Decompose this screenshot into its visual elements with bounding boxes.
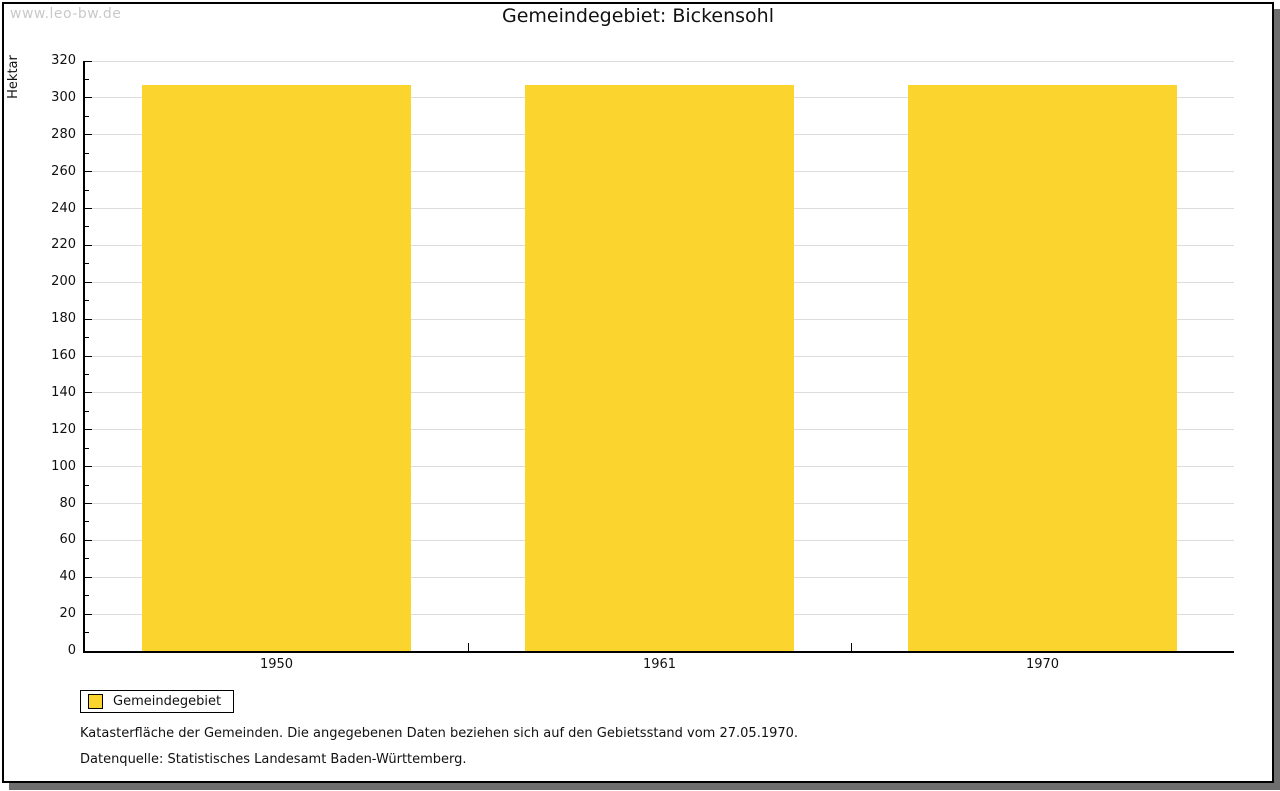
y-tick-label: 320: [51, 53, 76, 68]
y-axis-minor-tick: [85, 410, 89, 412]
x-axis-tick: [851, 643, 852, 651]
y-axis-minor-tick: [85, 595, 89, 597]
y-tick-label: 0: [67, 643, 76, 658]
y-tick-label: 300: [51, 89, 76, 105]
watermark: www.leo-bw.de: [10, 6, 122, 22]
y-axis-tick: [85, 355, 92, 357]
y-axis-minor-tick: [85, 337, 89, 339]
plot-area: 0 20 40 60 80 100 120 140 160 180 200 220 240 260 280 3…: [51, 53, 1234, 672]
y-axis-tick: [85, 281, 92, 283]
y-tick-label: 200: [51, 274, 76, 290]
y-tick-label: 20: [59, 606, 76, 622]
y-axis-tick: [85, 97, 92, 99]
y-axis-tick: [85, 503, 92, 504]
y-axis-tick: [85, 171, 92, 173]
legend: Gemeindegebiet: [80, 690, 235, 713]
y-axis-tick: [85, 650, 92, 652]
y-axis-tick: [85, 318, 92, 320]
y-axis-tick: [85, 466, 92, 468]
y-axis-tick: [85, 613, 92, 615]
x-tick-label: 1970: [1025, 657, 1060, 672]
y-axis-tick: [85, 134, 92, 136]
x-axis-tick: [468, 643, 469, 651]
y-tick-label: 60: [59, 532, 76, 548]
y-tick-label: 160: [51, 348, 76, 363]
y-axis-minor-tick: [85, 152, 89, 154]
y-axis-tick: [85, 60, 92, 62]
y-tick-label: 140: [51, 384, 76, 400]
y-tick-label: 280: [51, 126, 76, 142]
y-tick-label: 100: [51, 458, 76, 474]
footer-note: Katasterfläche der Gemeinden. Die angege…: [80, 726, 799, 741]
y-axis-minor-tick: [85, 558, 89, 560]
legend-label: Gemeindegebiet: [113, 694, 222, 709]
bar: [142, 84, 411, 651]
bar: [908, 84, 1177, 651]
y-axis-tick: [85, 208, 92, 209]
y-axis-tick: [85, 539, 92, 541]
y-axis-minor-tick: [85, 484, 89, 486]
y-axis-minor-tick: [85, 373, 89, 375]
y-tick-label: 260: [51, 163, 76, 179]
y-axis-minor-tick: [85, 521, 89, 523]
y-axis-tick: [85, 392, 92, 394]
x-tick-label: 1961: [642, 657, 677, 672]
chart-title: Gemeindegebiet: Bickensohl: [501, 5, 774, 27]
y-axis-minor-tick: [85, 632, 89, 634]
legend-swatch: [88, 694, 103, 709]
x-tick-label: 1950: [259, 657, 294, 672]
y-axis-minor-tick: [85, 78, 89, 80]
y-axis-tick: [85, 576, 92, 578]
y-axis-minor-tick: [85, 115, 89, 117]
y-axis-minor-tick: [85, 189, 89, 191]
y-axis-tick: [85, 429, 92, 431]
gridline: [85, 60, 1234, 62]
y-axis-tick: [85, 244, 92, 246]
y-tick-label: 180: [51, 311, 76, 327]
y-axis-minor-tick: [85, 300, 89, 302]
y-axis-label: Hektar: [6, 55, 21, 99]
y-tick-label: 120: [51, 421, 76, 437]
footer-source: Datenquelle: Statistisches Landesamt Bad…: [80, 752, 467, 767]
y-axis-minor-tick: [85, 226, 89, 228]
bar: [525, 84, 794, 651]
y-tick-label: 40: [59, 569, 76, 585]
y-axis-minor-tick: [85, 447, 89, 449]
y-tick-label: 220: [51, 237, 76, 253]
y-tick-label: 240: [51, 200, 76, 216]
y-axis-minor-tick: [85, 263, 89, 265]
y-tick-label: 80: [59, 495, 76, 511]
